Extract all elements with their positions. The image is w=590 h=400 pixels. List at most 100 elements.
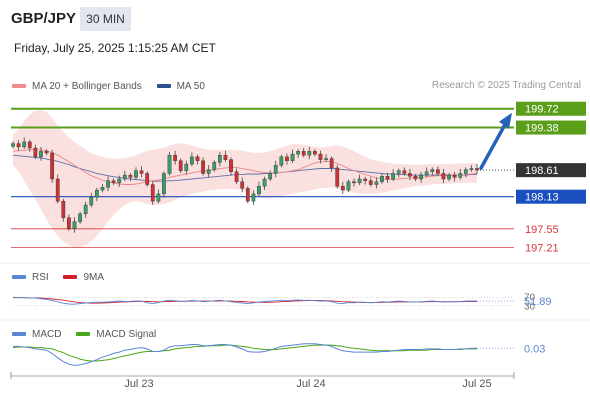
candle-body-1 [16,143,21,148]
legend-label-rsi: RSI [32,271,49,283]
last-price-tag [516,163,586,178]
candle-body-22 [134,170,138,178]
candle-body-49 [285,156,289,161]
candle-body-70 [402,170,407,174]
candle-body-56 [324,158,328,160]
candle-body-34 [201,160,205,174]
candle-body-17 [106,180,110,188]
candle-body-74 [424,171,429,176]
candle-body-20 [122,174,127,180]
candle-body-47 [273,164,278,174]
legend-item-rsi-ma: 9MA [63,272,104,283]
last-price-label: 198.61 [525,165,559,177]
candle-body-42 [245,188,250,202]
candle-body-16 [100,187,105,191]
candle-body-30 [178,160,183,171]
candle-body-5 [39,151,43,158]
legend-item-ma50: MA 50 [156,81,205,92]
candle-body-67 [385,176,390,180]
candle-body-51 [296,151,300,155]
candle-body-52 [301,151,306,156]
candle-body-11 [72,221,77,230]
candle-body-82 [469,168,474,170]
macd-line [13,343,477,367]
candle-body-26 [156,193,161,202]
legend-item-rsi: RSI [12,272,49,283]
resistance-tag-1 [516,120,586,135]
candle-body-46 [268,173,273,180]
bollinger-band-area [13,109,477,248]
candle-body-10 [67,217,71,230]
candle-body-7 [50,152,55,180]
candle-body-66 [380,176,384,182]
candle-body-73 [419,174,423,180]
candle-body-18 [111,180,116,184]
candle-body-77 [441,173,446,180]
candle-body-79 [452,174,457,178]
timestamp: Friday, July 25, 2025 1:15:25 AM CET [14,41,216,55]
candle-body-71 [408,173,412,177]
x-tick-label-0: Jul 23 [124,378,153,390]
rsi-ma-line [13,297,477,304]
pair-title: GBP/JPY [11,10,77,27]
candle-body-69 [396,170,401,174]
legend-label-rsi-ma: 9MA [83,271,105,283]
candle-body-15 [94,189,99,198]
legend-swatch-rsi-ma [63,275,78,279]
candle-body-32 [190,156,194,165]
candle-body-2 [22,141,27,148]
candle-body-23 [139,170,144,174]
candle-body-44 [257,185,261,195]
candle-body-29 [173,155,177,161]
candle-body-37 [217,155,222,163]
ma20-line [12,149,478,185]
support-label-3: 197.55 [525,224,559,236]
resistance-label-1: 199.38 [525,123,559,135]
candle-body-55 [318,153,323,160]
pivot-tag [516,189,586,204]
rsi-line [12,296,478,305]
candle-body-43 [251,193,256,202]
x-tick-label-2: Jul 25 [462,378,491,390]
candle-body-13 [83,204,88,215]
candle-body-53 [307,151,312,156]
ma50-line [12,154,477,182]
candle-body-60 [346,181,351,191]
candle-body-31 [184,163,189,171]
rsi-legend: RSI 9MA [12,271,116,283]
support-label-4: 197.21 [525,243,559,255]
candle-body-72 [413,176,418,180]
resistance-tag-0 [516,101,586,116]
legend-swatch-rsi [12,275,26,279]
candle-body-12 [78,213,82,222]
legend-swatch-macd-signal [76,332,91,336]
legend-label-ma20: MA 20 + Bollinger Bands [32,80,142,92]
candle-body-64 [368,180,373,185]
legend-label-macd: MACD [32,328,62,340]
candle-body-48 [279,156,284,166]
candle-body-78 [447,174,451,180]
candle-body-54 [313,151,317,155]
timeframe-badge[interactable]: 30 MIN [80,7,131,31]
candle-body-61 [352,181,356,184]
candle-body-28 [167,155,172,174]
legend-label-macd-signal: MACD Signal [96,328,157,340]
candle-body-65 [374,181,379,185]
candle-body-80 [458,173,463,178]
candle-body-4 [33,147,38,158]
rsi-last-value: 51.89 [524,296,552,308]
legend-item-macd-signal: MACD Signal [76,329,156,340]
candle-body-35 [206,169,211,174]
candle-body-38 [223,155,228,160]
pivot-label: 198.13 [525,192,559,204]
candle-body-3 [27,141,32,149]
x-tick-label-1: Jul 24 [296,378,325,390]
candle-body-36 [212,162,217,170]
candle-body-19 [117,178,122,184]
candle-body-33 [195,156,200,161]
candle-body-62 [357,178,362,184]
forecast-arrow-head [499,112,512,129]
candle-body-40 [234,171,239,182]
resistance-label-0: 199.72 [525,104,559,116]
